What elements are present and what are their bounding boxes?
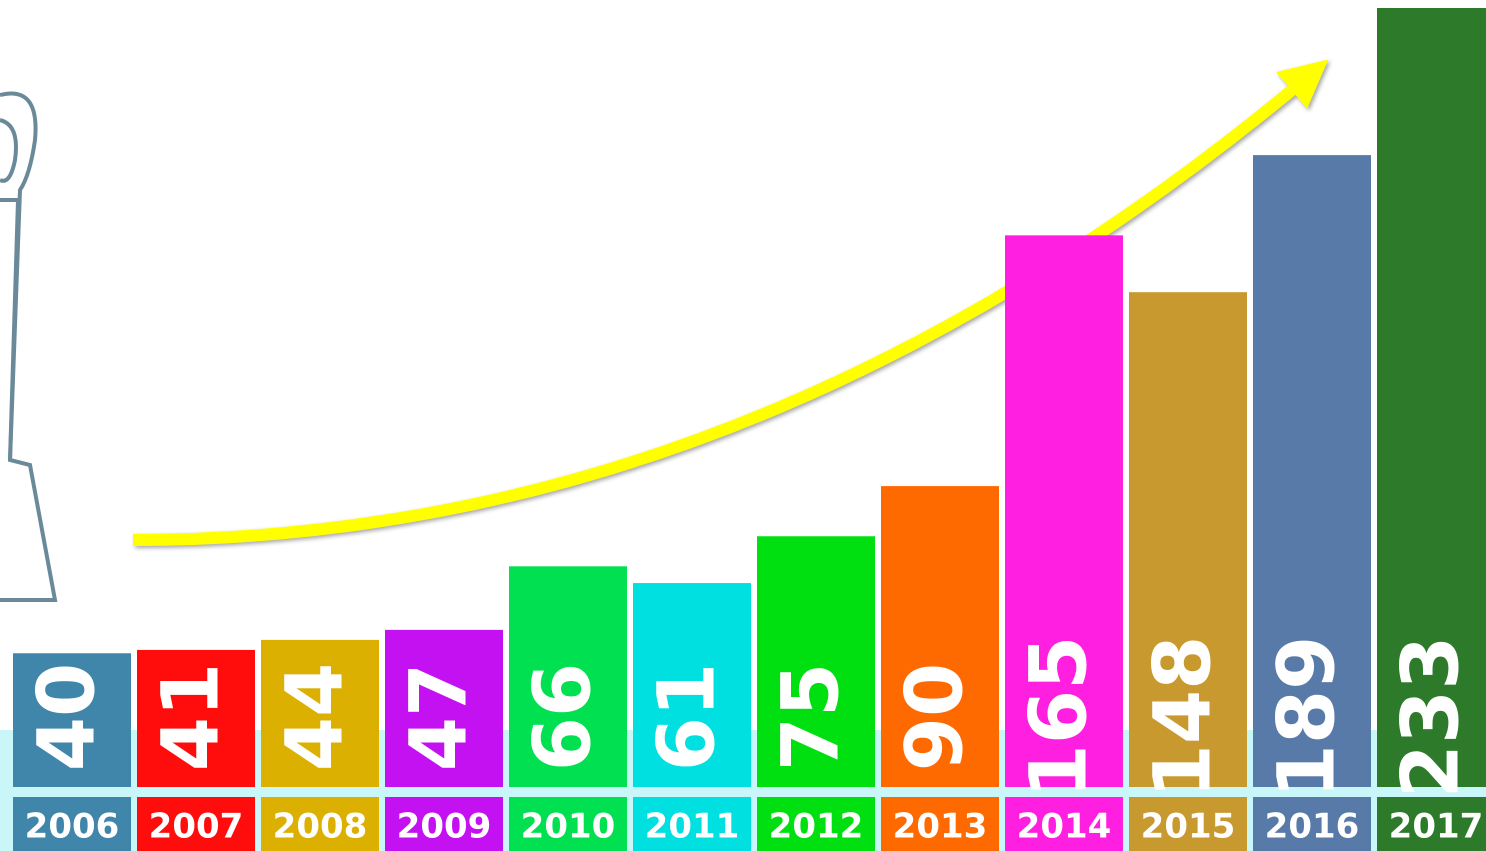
x-tick-label: 2011 (645, 807, 740, 847)
value-label: 66 (518, 663, 608, 772)
value-label: 233 (1386, 636, 1476, 799)
x-tick-label: 2008 (273, 807, 368, 847)
bars: 40 2006 41 2007 44 2008 47 2009 66 2010 61 2011 75 20… (13, 8, 1486, 851)
x-tick-label: 2006 (25, 807, 120, 847)
x-tick-label: 2012 (769, 807, 864, 847)
value-label: 41 (146, 663, 236, 772)
x-tick-label: 2017 (1389, 807, 1484, 847)
x-tick-label: 2009 (397, 807, 492, 847)
value-label: 75 (766, 663, 856, 772)
chart: 40 2006 41 2007 44 2008 47 2009 66 2010 61 2011 75 20… (0, 0, 1486, 851)
value-label: 47 (394, 663, 484, 772)
value-label: 148 (1138, 636, 1228, 799)
trophy (0, 93, 55, 600)
x-tick-label: 2016 (1265, 807, 1360, 847)
x-tick-label: 2013 (893, 807, 988, 847)
value-label: 165 (1014, 636, 1104, 799)
x-tick-label: 2010 (521, 807, 616, 847)
value-label: 44 (270, 663, 360, 772)
x-tick-label: 2015 (1141, 807, 1236, 847)
value-label: 40 (22, 663, 112, 772)
value-label: 61 (642, 663, 732, 772)
x-tick-label: 2014 (1017, 807, 1112, 847)
x-tick-label: 2007 (149, 807, 244, 847)
value-label: 189 (1262, 636, 1352, 799)
page: 40 2006 41 2007 44 2008 47 2009 66 2010 61 2011 75 20… (0, 0, 1486, 851)
value-label: 90 (890, 663, 980, 772)
